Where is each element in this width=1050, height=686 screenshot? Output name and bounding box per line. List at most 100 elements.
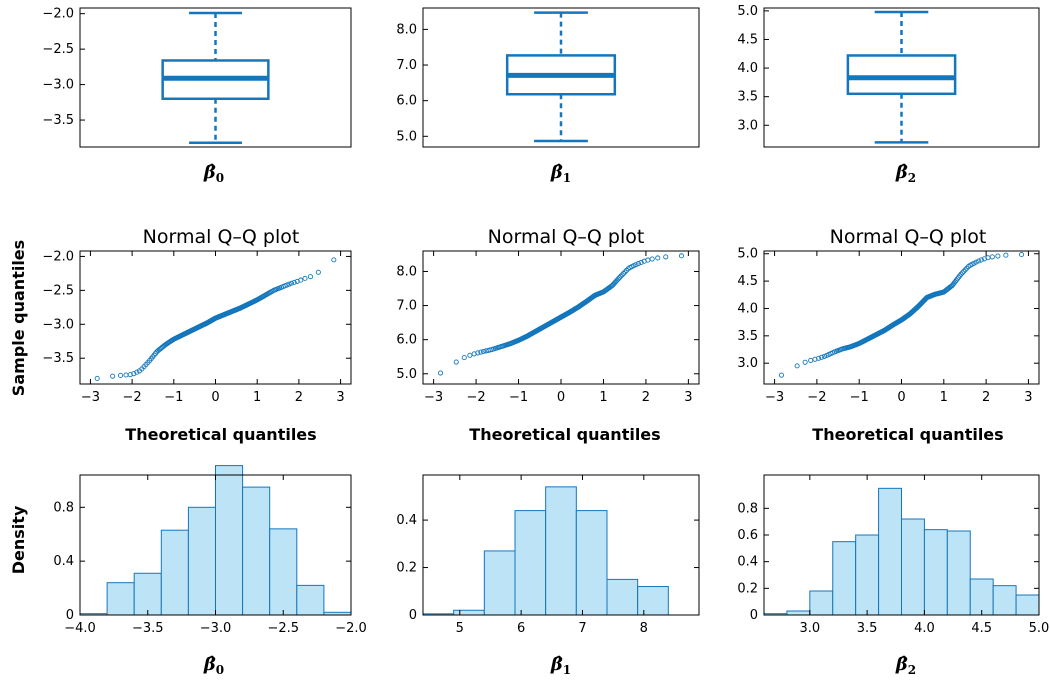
hist-beta1: 0 0.2 0.4 5 6 7 8 — [396, 474, 700, 636]
hist-beta2-bar — [969, 578, 994, 616]
qq-beta0-point — [291, 279, 297, 285]
qq-beta1-point — [638, 259, 644, 266]
hist-beta2-bar — [992, 585, 1017, 616]
box-beta0-frame — [79, 7, 352, 148]
qq-beta0-point — [302, 275, 308, 281]
qq-beta2-xtick-label: 0 — [897, 390, 905, 405]
hist-beta1-ytick-label: 0.4 — [396, 513, 417, 528]
hist-beta2-bar — [946, 530, 971, 616]
hist-beta2-xtick-label: 3.5 — [857, 621, 878, 636]
qq-beta0-ytick-label: −2.5 — [42, 283, 74, 298]
qq-beta2-point — [808, 357, 814, 363]
qq-beta2-point — [976, 258, 982, 264]
qq-beta2-ytick-label: 3.0 — [737, 356, 758, 371]
qq-beta1-xtick-label: −3 — [424, 390, 443, 405]
box-beta1: 5.0 6.0 7.0 8.0 — [396, 7, 700, 148]
hist-beta2-ytick-label: 0.2 — [737, 581, 758, 596]
qq-beta1-point — [461, 355, 467, 361]
qq-beta2-xtick-label: 1 — [940, 390, 948, 405]
box-beta2-xlabel: β̂2 — [895, 162, 916, 185]
hist-beta2-bar — [809, 590, 834, 616]
qq-beta2-xtick-label: 2 — [982, 390, 990, 405]
qq-beta2-point — [819, 354, 825, 360]
qq-beta2-point — [802, 359, 808, 365]
qq-beta2-point — [961, 268, 967, 274]
qq-beta2-point — [959, 270, 965, 276]
box-beta1-ytick-label: 6.0 — [396, 94, 417, 109]
qq-beta0-xtick-label: −1 — [164, 390, 183, 405]
hist-beta2-xtick-label: 4.0 — [914, 621, 935, 636]
hist-beta2-bar — [1015, 594, 1040, 616]
qq-beta2-point — [989, 254, 995, 260]
hist-beta2-xtick-label: 3.0 — [799, 621, 820, 636]
hist-beta0-bar — [133, 572, 162, 616]
qq-beta2-xtick-label: −1 — [850, 390, 869, 405]
hist-beta1-frame — [422, 474, 700, 616]
box-beta0-ytick-label: −2.5 — [42, 42, 74, 57]
box-beta1-ytick-label: 7.0 — [396, 58, 417, 73]
qq-beta1-point — [481, 348, 487, 355]
hist-beta1-bar — [575, 510, 608, 616]
box-beta0-ytick-label: −3.0 — [42, 78, 74, 93]
hist-beta0-xtick-label: −2.0 — [335, 621, 367, 636]
hist-beta0-xtick-label: −2.5 — [267, 621, 299, 636]
box-beta1-ytick-label: 5.0 — [396, 129, 417, 144]
hist-beta2-ytick-label: 0.8 — [737, 501, 758, 516]
hist-beta2-ytick-label: 0.4 — [737, 555, 758, 570]
qq-beta0-ytick-label: −3.0 — [42, 317, 74, 332]
qq-beta0-xtick-label: −3 — [81, 390, 100, 405]
qq-beta0-xtick-label: 1 — [253, 390, 261, 405]
hist-beta1-xtick-label: 8 — [640, 621, 648, 636]
qq-beta2-ytick-label: 5.0 — [737, 247, 758, 262]
qq-beta1-point — [649, 256, 655, 262]
box-beta0-ytick-label: −2.0 — [42, 7, 74, 22]
box-beta0-xlabel: β̂0 — [203, 162, 224, 185]
qq-beta2-point — [821, 353, 827, 359]
qq-beta0-point — [307, 274, 314, 280]
qq-beta2-ytick-label: 4.0 — [737, 301, 758, 316]
hist-beta0-bar — [160, 529, 189, 616]
qq-beta2-point — [995, 253, 1001, 259]
hist-beta0-bar — [215, 465, 244, 616]
qq-beta0-point — [331, 257, 337, 263]
qq-beta1-ytick-label: 5.0 — [396, 367, 417, 382]
qq-beta1-xtick-label: 3 — [684, 390, 692, 405]
qq-beta0-point — [288, 280, 295, 286]
qq-beta1-point — [619, 272, 625, 278]
hist-beta0-ytick-label: 0.4 — [53, 554, 74, 569]
hist-beta2-bar — [786, 610, 811, 616]
qq-beta1-point — [616, 275, 623, 281]
box-beta2-ytick-label: 5.0 — [737, 4, 758, 19]
qq-beta1: 5.0 6.0 7.0 8.0 −3 −2 −1 0 1 2 3 — [396, 250, 700, 405]
box-beta0: −3.5 −3.0 −2.5 −2.0 — [42, 7, 352, 148]
hist-beta2-frame — [763, 474, 1040, 616]
qq-beta1-ytick-label: 7.0 — [396, 299, 417, 314]
qq-beta2-title: Normal Q–Q plot — [830, 226, 987, 248]
qq-beta2-point — [958, 271, 964, 277]
hist-beta2-xtick-label: 5.0 — [1029, 621, 1050, 636]
qq-beta1-point — [453, 359, 459, 365]
qq-beta2-point — [778, 372, 784, 378]
qq-beta1-title: Normal Q–Q plot — [488, 226, 645, 248]
qq-beta0-ytick-label: −2.0 — [42, 249, 74, 264]
qq-beta1-xtick-label: −1 — [509, 390, 528, 405]
qq-beta1-point — [635, 261, 641, 267]
hist-beta2: 0 0.2 0.4 0.6 0.8 3.0 3.5 4.0 4.5 5.0 — [737, 474, 1050, 636]
qq-beta0-point — [123, 372, 129, 378]
qq-beta1-point — [633, 262, 639, 268]
hist-beta1-xtick-label: 7 — [578, 621, 586, 636]
qq-beta1-point — [467, 352, 473, 358]
box-beta2-ytick-label: 3.0 — [737, 118, 758, 133]
hist-beta0-bar — [269, 528, 298, 616]
box-beta2: 3.0 3.5 4.0 4.5 5.0 — [737, 4, 1040, 148]
hist-beta1-xtick-label: 5 — [456, 621, 464, 636]
hist-beta2-xtick-label: 4.5 — [971, 621, 992, 636]
qq-beta0-title: Normal Q–Q plot — [143, 226, 300, 248]
box-beta1-frame — [422, 7, 700, 148]
qq-beta0-xlabel: Theoretical quantiles — [125, 425, 316, 444]
hist-beta0-ytick-label: 0 — [66, 608, 74, 623]
hist-beta0-xtick-label: −4.0 — [64, 621, 96, 636]
hist-beta0-bar — [187, 506, 216, 616]
qq-beta0-point — [127, 372, 133, 378]
qq-beta0: −3.5 −3.0 −2.5 −2.0 −3 −2 −1 0 1 2 3 — [42, 249, 352, 405]
